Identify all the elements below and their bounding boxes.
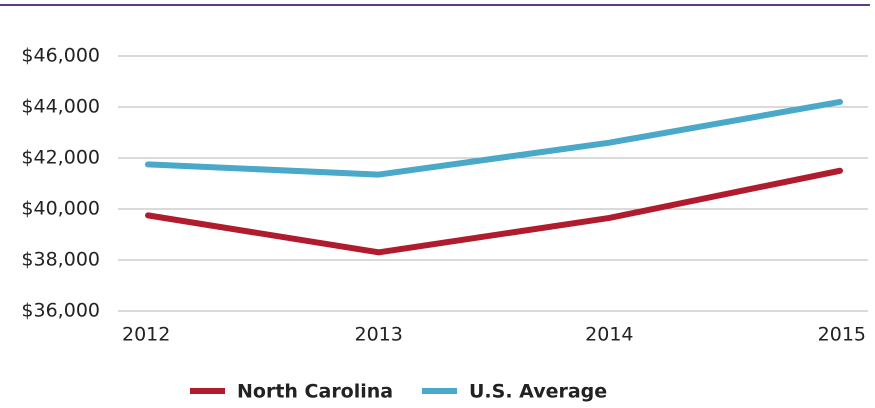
y-tick-label: $38,000	[21, 249, 100, 271]
x-tick-label: 2013	[354, 324, 402, 346]
y-tick-label: $46,000	[21, 45, 100, 67]
y-tick-label: $44,000	[21, 96, 100, 118]
x-tick-label: 2014	[585, 324, 633, 346]
y-tick-label: $42,000	[21, 147, 100, 169]
series-line	[145, 167, 843, 256]
legend-label: North Carolina	[237, 381, 393, 403]
y-tick-label: $36,000	[21, 300, 100, 322]
y-tick-label: $40,000	[21, 198, 100, 220]
x-tick-label: 2015	[818, 324, 866, 346]
series-line	[145, 98, 843, 178]
legend-label: U.S. Average	[469, 381, 607, 403]
x-tick-label: 2012	[122, 324, 170, 346]
